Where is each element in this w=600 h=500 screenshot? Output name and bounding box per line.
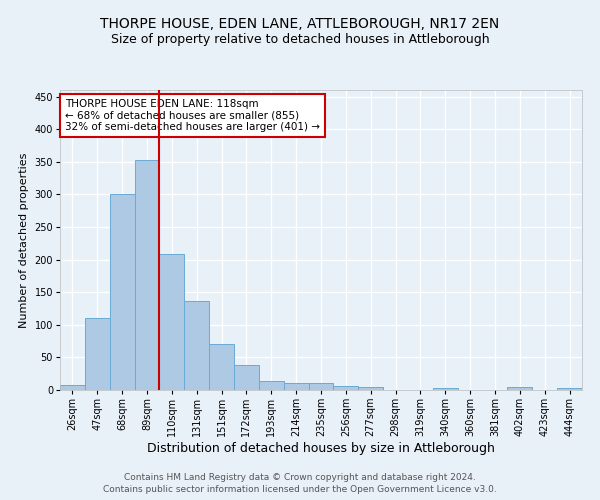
Text: Size of property relative to detached houses in Attleborough: Size of property relative to detached ho… — [110, 32, 490, 46]
Text: Contains HM Land Registry data © Crown copyright and database right 2024.: Contains HM Land Registry data © Crown c… — [124, 473, 476, 482]
Bar — [184, 302, 209, 390]
Bar — [284, 383, 308, 390]
Bar — [60, 385, 85, 390]
X-axis label: Distribution of detached houses by size in Attleborough: Distribution of detached houses by size … — [147, 442, 495, 455]
Bar — [557, 388, 582, 390]
Bar — [334, 386, 358, 390]
Bar — [209, 344, 234, 390]
Text: Contains public sector information licensed under the Open Government Licence v3: Contains public sector information licen… — [103, 484, 497, 494]
Bar — [308, 384, 334, 390]
Bar — [110, 194, 134, 390]
Bar — [160, 254, 184, 390]
Bar — [259, 381, 284, 390]
Bar — [85, 318, 110, 390]
Text: THORPE HOUSE EDEN LANE: 118sqm
← 68% of detached houses are smaller (855)
32% of: THORPE HOUSE EDEN LANE: 118sqm ← 68% of … — [65, 99, 320, 132]
Text: THORPE HOUSE, EDEN LANE, ATTLEBOROUGH, NR17 2EN: THORPE HOUSE, EDEN LANE, ATTLEBOROUGH, N… — [100, 18, 500, 32]
Bar — [134, 160, 160, 390]
Y-axis label: Number of detached properties: Number of detached properties — [19, 152, 29, 328]
Bar — [433, 388, 458, 390]
Bar — [508, 388, 532, 390]
Bar — [358, 386, 383, 390]
Bar — [234, 365, 259, 390]
